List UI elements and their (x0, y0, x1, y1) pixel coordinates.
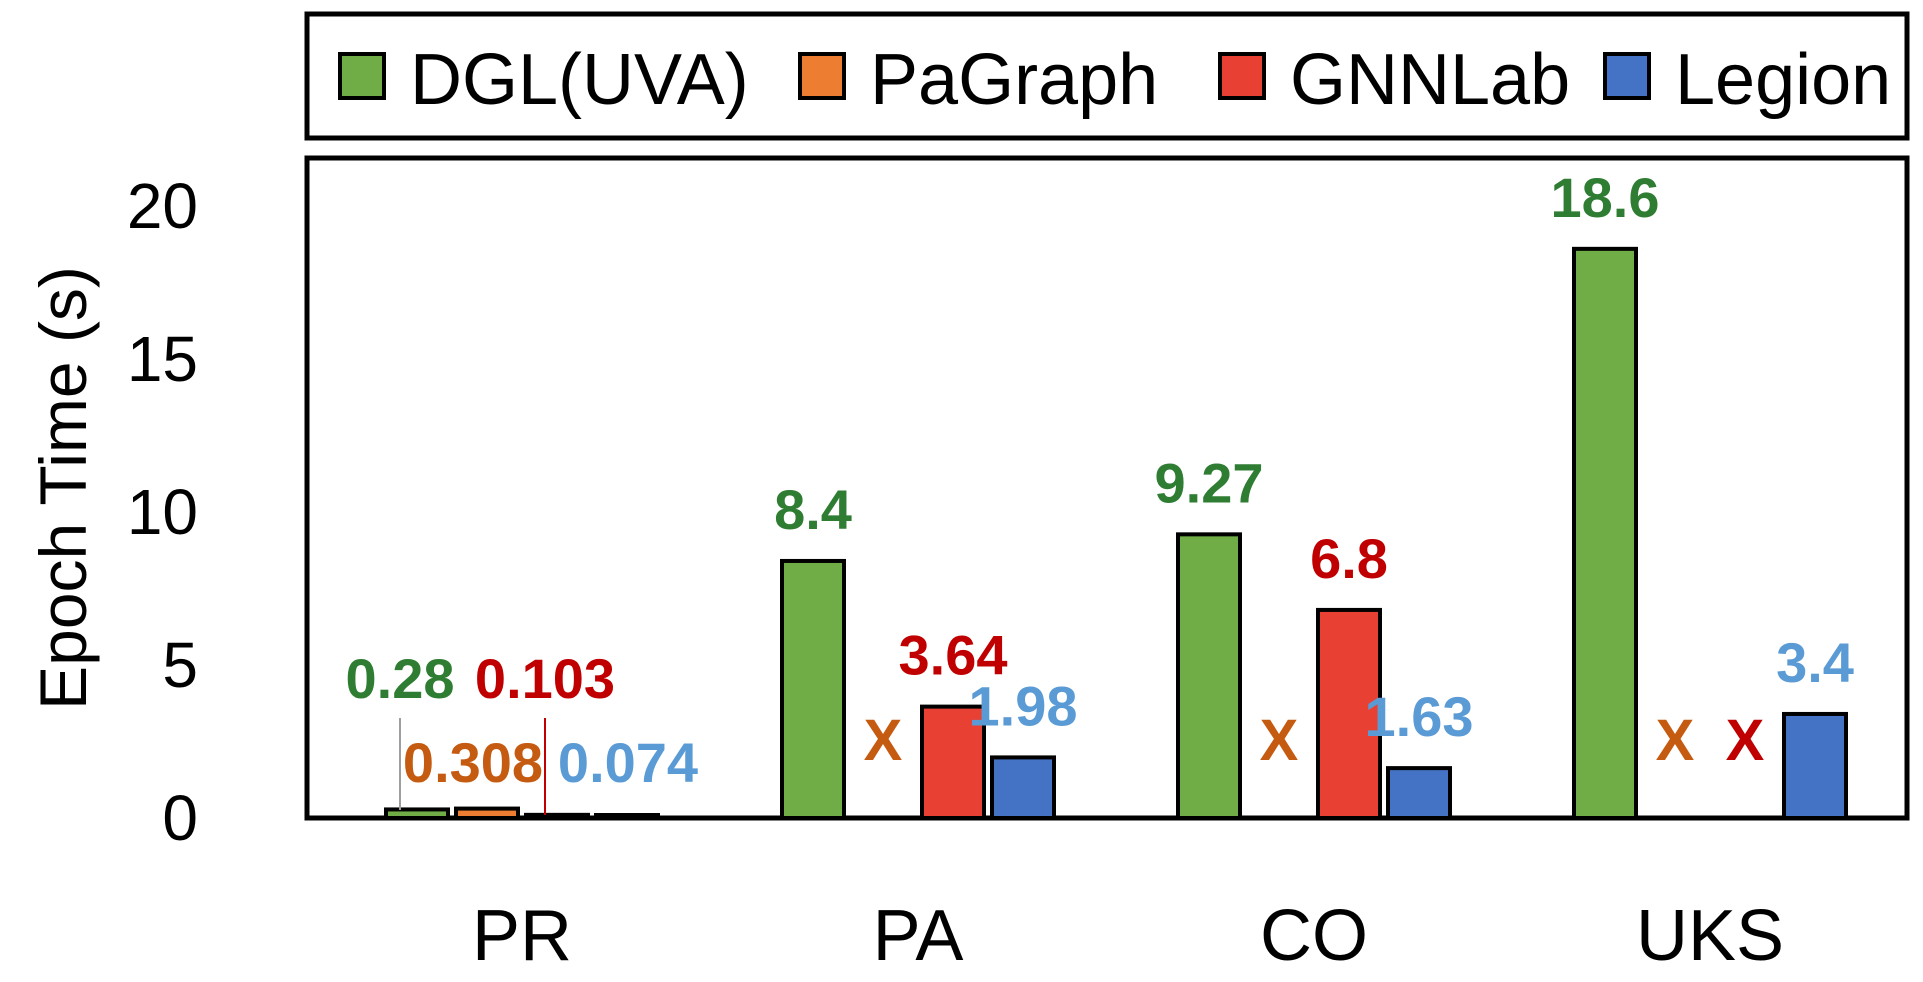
legend-swatch-pagraph (798, 52, 846, 100)
legend-label: GNNLab (1290, 40, 1570, 120)
category-label-pr: PR (472, 896, 572, 976)
missing-data-x-mark: X (1726, 708, 1765, 773)
bar-co-gnnlab (1316, 607, 1382, 820)
legend-swatch-gnnlab (1218, 52, 1266, 100)
bar-uks-dgl-uva- (1572, 246, 1638, 820)
leader-lines (399, 718, 546, 815)
bar-co-dgl-uva- (1176, 532, 1242, 820)
plot-frame (304, 155, 1910, 821)
y-axis-title: Epoch Time (s) (26, 266, 100, 710)
y-tick-label: 10 (127, 476, 198, 548)
missing-data-x-mark: X (864, 708, 903, 773)
data-label: 8.4 (774, 478, 852, 541)
y-tick-label: 5 (162, 629, 198, 701)
legend: DGL(UVA) PaGraph GNNLab Legion (304, 11, 1910, 141)
data-label: 0.074 (558, 731, 698, 794)
y-tick-label: 20 (127, 170, 198, 242)
bar-pa-legion (990, 755, 1056, 820)
data-label: 1.98 (969, 674, 1078, 737)
bar-uks-legion (1782, 711, 1848, 821)
data-label: 6.8 (1310, 527, 1388, 590)
legend-label: Legion (1675, 40, 1891, 120)
y-axis-ticks: 0 5 10 15 20 (127, 170, 198, 854)
data-labels: 0.28 0.308 0.103 0.074 8.4 X 3.641.98 9.27 X 6.8 1… (346, 166, 1854, 794)
missing-data-x-mark: X (1656, 708, 1695, 773)
bar-pa-dgl-uva- (780, 558, 846, 821)
bar-pr-pagraph (454, 806, 520, 820)
missing-data-x-mark: X (1260, 708, 1299, 773)
data-label: 18.6 (1551, 166, 1660, 229)
bar-pr-gnnlab (524, 812, 590, 821)
bars (384, 246, 1848, 821)
legend-swatch-legion (1603, 52, 1651, 100)
bar-pa-gnnlab (920, 704, 986, 821)
data-label: 3.64 (899, 624, 1008, 687)
data-label: 3.4 (1776, 631, 1854, 694)
category-label-pa: PA (873, 896, 964, 976)
bar-pr-dgl-uva- (384, 807, 450, 821)
category-label-co: CO (1260, 896, 1368, 976)
y-tick-label: 15 (127, 323, 198, 395)
legend-label: DGL(UVA) (410, 40, 749, 120)
y-tick-label: 0 (162, 782, 198, 854)
bar-pr-legion (594, 813, 660, 820)
data-label: 0.308 (403, 731, 543, 794)
category-label-uks: UKS (1636, 896, 1784, 976)
bar-co-legion (1386, 766, 1452, 821)
data-label: 1.63 (1365, 685, 1474, 748)
legend-label: PaGraph (870, 40, 1158, 120)
data-label: 0.103 (475, 647, 615, 710)
data-label: 9.27 (1155, 451, 1264, 514)
data-label: 0.28 (346, 647, 455, 710)
category-labels: PR PA CO UKS (472, 896, 1784, 976)
legend-swatch-dgl-uva- (338, 52, 386, 100)
